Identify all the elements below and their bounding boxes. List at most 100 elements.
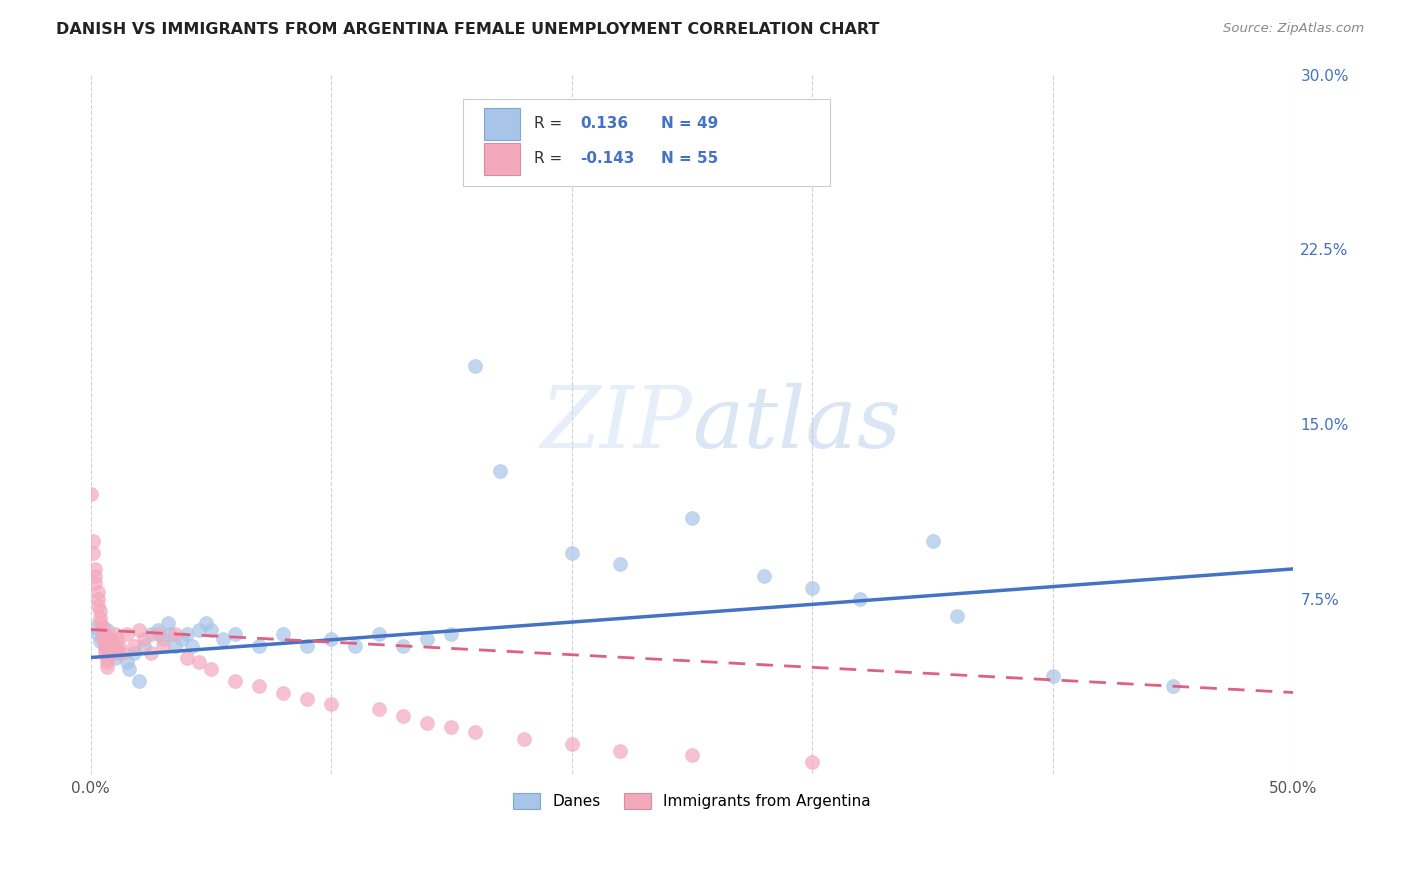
- Point: [101, 646, 124, 660]
- Text: N = 49: N = 49: [661, 116, 718, 131]
- Point: [98, 632, 121, 646]
- Point: [609, 558, 631, 572]
- Text: Source: ZipAtlas.com: Source: ZipAtlas.com: [1223, 22, 1364, 36]
- Point: [416, 632, 439, 646]
- Point: [111, 646, 134, 660]
- Point: [91, 627, 114, 641]
- Text: N = 55: N = 55: [661, 152, 718, 166]
- Point: [176, 650, 198, 665]
- Point: [91, 627, 114, 641]
- Point: [128, 623, 150, 637]
- Point: [105, 632, 128, 646]
- Point: [195, 615, 218, 630]
- Point: [98, 632, 121, 646]
- Point: [87, 599, 110, 614]
- Text: R =: R =: [534, 152, 568, 166]
- Point: [561, 545, 583, 559]
- Point: [321, 632, 343, 646]
- Point: [247, 639, 270, 653]
- Point: [139, 627, 162, 641]
- Point: [200, 662, 222, 676]
- Point: [122, 639, 145, 653]
- Point: [132, 632, 155, 646]
- Point: [104, 650, 127, 665]
- Point: [122, 646, 145, 660]
- Point: [98, 639, 121, 653]
- Point: [945, 608, 967, 623]
- Point: [271, 685, 294, 699]
- Text: ZIP: ZIP: [540, 383, 692, 466]
- Point: [84, 620, 107, 634]
- Point: [82, 545, 104, 559]
- Point: [94, 646, 117, 660]
- Point: [159, 627, 181, 641]
- Point: [681, 510, 703, 524]
- Point: [200, 623, 222, 637]
- Point: [801, 581, 824, 595]
- Point: [84, 569, 107, 583]
- Point: [108, 646, 131, 660]
- Point: [464, 359, 486, 373]
- Point: [104, 627, 127, 641]
- Point: [96, 623, 118, 637]
- Point: [91, 620, 114, 634]
- Point: [163, 627, 186, 641]
- Point: [170, 632, 193, 646]
- Point: [108, 639, 131, 653]
- Point: [247, 679, 270, 693]
- Point: [440, 627, 463, 641]
- Point: [321, 697, 343, 711]
- Point: [146, 627, 169, 641]
- Point: [176, 627, 198, 641]
- Point: [94, 636, 117, 650]
- Legend: Danes, Immigrants from Argentina: Danes, Immigrants from Argentina: [506, 788, 877, 815]
- Point: [561, 737, 583, 751]
- Point: [79, 487, 101, 501]
- Point: [163, 639, 186, 653]
- Point: [1042, 669, 1064, 683]
- Text: -0.143: -0.143: [581, 152, 634, 166]
- Point: [146, 623, 169, 637]
- Point: [89, 611, 111, 625]
- Point: [921, 533, 943, 548]
- Point: [96, 655, 118, 669]
- Point: [132, 639, 155, 653]
- Point: [89, 615, 111, 630]
- Point: [212, 632, 235, 646]
- Point: [392, 639, 415, 653]
- Text: 0.136: 0.136: [581, 116, 628, 131]
- Point: [295, 639, 318, 653]
- Point: [488, 464, 510, 478]
- Text: R =: R =: [534, 116, 568, 131]
- Point: [96, 660, 118, 674]
- Point: [82, 533, 104, 548]
- Point: [609, 744, 631, 758]
- Point: [87, 592, 110, 607]
- FancyBboxPatch shape: [464, 99, 831, 186]
- Point: [94, 641, 117, 656]
- Point: [128, 673, 150, 688]
- Text: atlas: atlas: [692, 383, 901, 466]
- Point: [512, 732, 534, 747]
- Point: [344, 639, 367, 653]
- Point: [89, 604, 111, 618]
- Point: [801, 756, 824, 770]
- Point: [1161, 679, 1184, 693]
- Point: [152, 632, 174, 646]
- Point: [849, 592, 872, 607]
- Point: [84, 575, 107, 590]
- Point: [139, 646, 162, 660]
- Point: [94, 639, 117, 653]
- Point: [104, 639, 127, 653]
- Text: DANISH VS IMMIGRANTS FROM ARGENTINA FEMALE UNEMPLOYMENT CORRELATION CHART: DANISH VS IMMIGRANTS FROM ARGENTINA FEMA…: [56, 22, 880, 37]
- Point: [96, 650, 118, 665]
- Point: [368, 627, 391, 641]
- Point: [152, 639, 174, 653]
- Point: [440, 721, 463, 735]
- Point: [115, 627, 138, 641]
- Point: [89, 634, 111, 648]
- Point: [368, 702, 391, 716]
- Point: [224, 627, 246, 641]
- Point: [271, 627, 294, 641]
- Point: [224, 673, 246, 688]
